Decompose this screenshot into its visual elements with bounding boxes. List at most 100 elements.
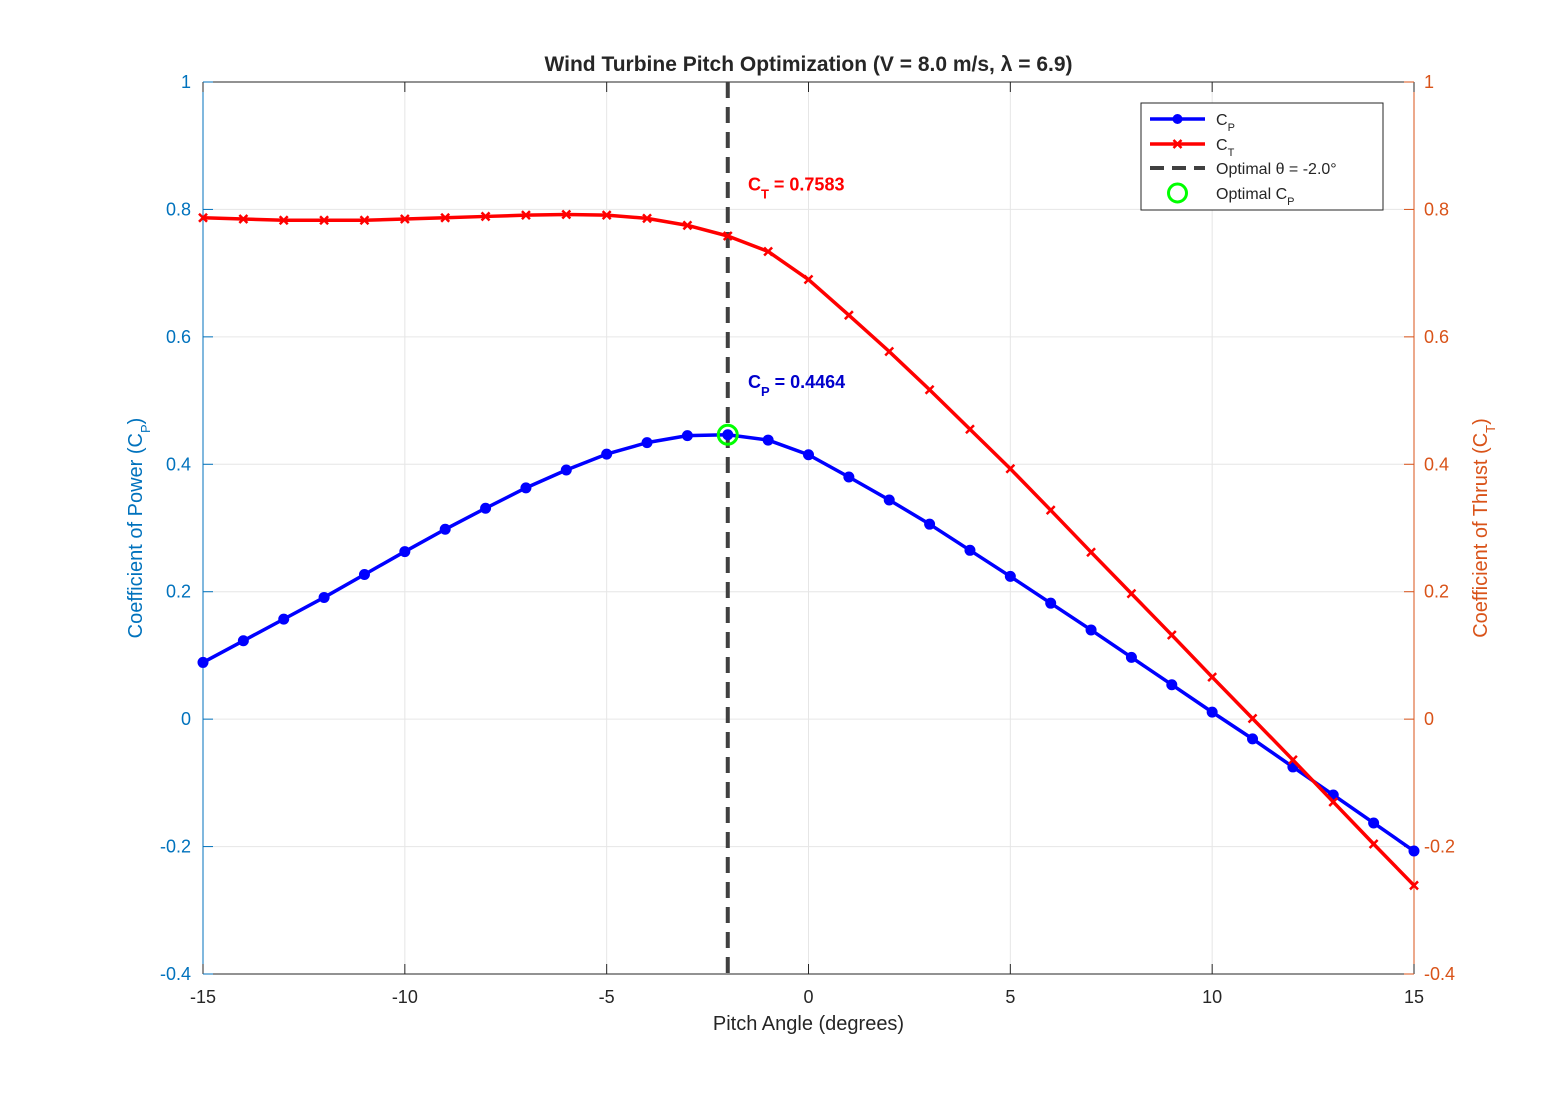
data-point — [763, 246, 774, 257]
data-point — [1247, 733, 1259, 745]
data-point-x — [1045, 505, 1056, 516]
data-point — [601, 210, 612, 221]
data-point — [399, 214, 410, 224]
data-point — [924, 384, 935, 395]
data-point — [642, 213, 652, 224]
y-tick-label-right: 1 — [1424, 72, 1434, 92]
data-point — [480, 211, 491, 222]
data-point — [1328, 797, 1339, 807]
data-point — [521, 210, 531, 221]
y-tick-label-left: 0.6 — [166, 327, 191, 347]
data-point — [843, 471, 855, 483]
data-point-x — [1086, 547, 1096, 558]
legend-marker-ct — [1172, 139, 1183, 149]
data-point — [237, 635, 249, 647]
data-point — [722, 429, 734, 441]
data-point-x — [1247, 713, 1258, 724]
data-point-x — [521, 210, 531, 221]
x-tick-label: -5 — [599, 987, 615, 1007]
x-tick-label: -10 — [392, 987, 418, 1007]
legend-marker-cp — [1172, 114, 1183, 124]
series-c-t — [198, 209, 1419, 891]
data-point — [359, 215, 370, 226]
x-tick-label: 15 — [1404, 987, 1424, 1007]
data-point — [399, 546, 411, 558]
data-point — [965, 424, 975, 435]
x-tick-label: 10 — [1202, 987, 1222, 1007]
data-point — [197, 656, 209, 668]
data-point-x — [399, 214, 410, 224]
y-tick-label-left: 0.4 — [166, 454, 191, 474]
data-point-x — [803, 274, 814, 285]
data-point — [883, 494, 895, 506]
data-point-x — [1207, 672, 1218, 682]
y-tick-label-right: 0.8 — [1424, 199, 1449, 219]
data-point — [681, 430, 693, 442]
data-point — [1368, 839, 1379, 849]
y-tick-label-right: 0.4 — [1424, 454, 1449, 474]
series-c-p — [197, 429, 1420, 857]
y-tick-label-right: 0 — [1424, 709, 1434, 729]
chart-title: Wind Turbine Pitch Optimization (V = 8.0… — [544, 53, 1072, 76]
data-point-x — [763, 246, 774, 257]
data-point — [1207, 672, 1218, 682]
data-point — [1206, 706, 1218, 718]
data-point-x — [1005, 463, 1016, 474]
data-point-x — [1166, 630, 1177, 640]
data-point — [722, 231, 733, 241]
data-point-x — [924, 384, 935, 395]
data-point — [319, 215, 329, 226]
data-point — [520, 482, 532, 494]
x-axis-label: Pitch Angle (degrees) — [713, 1013, 904, 1035]
data-point — [843, 310, 854, 321]
data-point-x — [1126, 588, 1137, 599]
x-tick-label: 5 — [1005, 987, 1015, 1007]
data-point — [1166, 630, 1177, 640]
data-point — [358, 569, 370, 581]
data-point — [924, 518, 936, 530]
data-point — [641, 437, 653, 449]
data-point — [1086, 547, 1096, 558]
legend-label: CP — [1216, 112, 1235, 134]
legend-label: Optimal CP — [1216, 186, 1294, 208]
data-point — [884, 346, 895, 357]
data-point — [1247, 713, 1258, 724]
data-point — [439, 523, 451, 535]
data-point-x — [319, 215, 329, 226]
y-axis-label-left: Coefficient of Power (CP) — [125, 418, 153, 639]
data-point — [762, 434, 774, 446]
data-point — [278, 613, 290, 625]
data-point-x — [642, 213, 652, 224]
data-point — [1126, 588, 1137, 599]
data-point-x — [965, 424, 975, 435]
data-point — [1408, 845, 1420, 857]
data-point — [561, 209, 572, 220]
y-tick-label-right: 0.2 — [1424, 582, 1449, 602]
data-point — [278, 215, 289, 226]
data-point — [1085, 624, 1097, 636]
data-point — [318, 591, 330, 603]
data-point — [1288, 755, 1298, 765]
data-point — [1368, 817, 1380, 829]
y-tick-label-right: 0.6 — [1424, 327, 1449, 347]
annotation-t: CT = 0.7583 — [748, 174, 845, 201]
data-point-x — [480, 211, 491, 222]
data-point — [964, 544, 976, 556]
optimal-cp-marker — [716, 423, 739, 446]
data-point — [440, 212, 451, 223]
data-point-x — [198, 212, 208, 223]
data-point — [803, 449, 814, 461]
legend: CP CT Optimal θ = -2.0° Optimal CP — [1140, 102, 1384, 211]
data-point — [1004, 570, 1016, 582]
y-tick-label-left: 1 — [181, 72, 191, 92]
data-point — [238, 214, 249, 224]
y-tick-label-left: -0.4 — [160, 964, 191, 984]
y-tick-label-left: 0.8 — [166, 199, 191, 219]
data-point-x — [278, 215, 289, 226]
y-tick-label-right: -0.4 — [1424, 964, 1455, 984]
data-point-x — [884, 346, 895, 357]
data-point — [480, 502, 492, 514]
data-point — [803, 274, 814, 285]
